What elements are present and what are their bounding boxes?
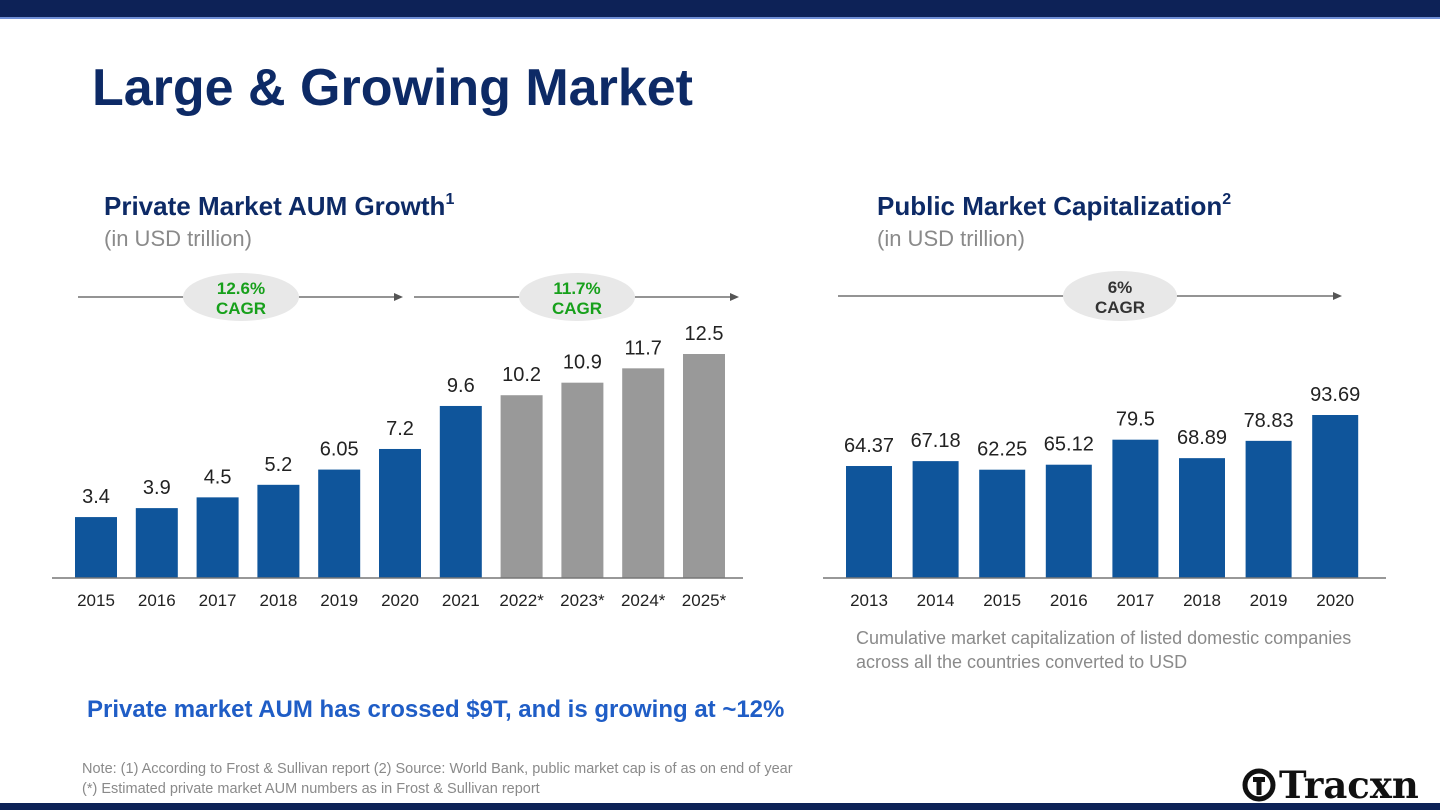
- tracxn-logo: Tracxn: [1242, 763, 1419, 807]
- private-aum-cagr-arrowhead: [394, 293, 403, 301]
- public-cap-category-label: 2014: [917, 591, 955, 610]
- caption-line-1: Cumulative market capitalization of list…: [856, 628, 1352, 648]
- public-cap-bar: [846, 466, 892, 578]
- public-cap-category-label: 2018: [1183, 591, 1221, 610]
- private-aum-value-label: 3.4: [82, 486, 110, 508]
- public-cap-value-label: 93.69: [1310, 384, 1360, 406]
- public-cap-category-label: 2015: [983, 591, 1021, 610]
- private-aum-cagr-label: CAGR: [216, 299, 266, 318]
- private-aum-value-label: 5.2: [264, 454, 292, 476]
- public-cap-value-label: 67.18: [911, 430, 961, 452]
- private-aum-bar: [257, 484, 300, 578]
- footnote-line-2: (*) Estimated private market AUM numbers…: [82, 781, 540, 797]
- public-cap-bar: [1312, 415, 1359, 578]
- private-aum-value-label: 7.2: [386, 418, 414, 440]
- public-cap-bar: [979, 469, 1026, 578]
- public-cap-value-label: 64.37: [844, 435, 894, 457]
- private-aum-value-label: 11.7: [624, 337, 661, 359]
- public-cap-bar: [912, 461, 959, 578]
- public-cap-value-label: 78.83: [1244, 410, 1294, 432]
- public-cap-value-label: 68.89: [1177, 427, 1227, 449]
- private-aum-value-label: 9.6: [447, 375, 475, 397]
- private-aum-category-label: 2016: [138, 591, 176, 610]
- private-aum-bar: [196, 497, 239, 578]
- public-cap-cagr-bubble: [1063, 271, 1177, 321]
- public-cap-value-label: 65.12: [1044, 434, 1094, 456]
- private-aum-category-label: 2024*: [621, 591, 666, 610]
- logo-wordmark: Tracxn: [1279, 763, 1419, 807]
- private-aum-value-label: 10.9: [563, 352, 602, 374]
- public-cap-cagr-arrowhead: [1333, 292, 1342, 300]
- private-aum-bar: [439, 405, 482, 578]
- private-aum-bar: [75, 517, 117, 578]
- private-aum-category-label: 2020: [381, 591, 419, 610]
- tracxn-logo-icon: [1242, 768, 1276, 802]
- private-aum-bar: [500, 395, 543, 578]
- private-aum-category-label: 2018: [259, 591, 297, 610]
- public-cap-title-text: Public Market Capitalization: [877, 191, 1223, 221]
- private-aum-bar: [135, 508, 178, 578]
- public-cap-chart-subtitle: (in USD trillion): [877, 226, 1025, 251]
- public-cap-bar: [1179, 458, 1225, 578]
- private-aum-value-label: 6.05: [320, 439, 359, 461]
- private-aum-chart-subtitle: (in USD trillion): [104, 226, 252, 251]
- private-aum-category-label: 2017: [199, 591, 237, 610]
- private-aum-value-label: 10.2: [502, 364, 541, 386]
- public-cap-cagr-rate: 6%: [1108, 278, 1133, 297]
- private-aum-cagr-rate: 11.7%: [553, 279, 600, 298]
- public-cap-caption: Cumulative market capitalization of list…: [856, 626, 1426, 674]
- public-cap-chart-title: Public Market Capitalization2: [877, 191, 1231, 221]
- public-cap-value-label: 79.5: [1116, 409, 1155, 431]
- private-aum-bar: [622, 368, 665, 578]
- private-aum-bar: [561, 382, 604, 578]
- private-aum-value-label: 12.5: [685, 323, 724, 345]
- private-aum-category-label: 2019: [320, 591, 358, 610]
- private-aum-category-label: 2025*: [682, 591, 727, 610]
- public-cap-category-label: 2017: [1116, 591, 1154, 610]
- private-aum-bar: [683, 354, 725, 578]
- public-cap-value-label: 62.25: [977, 439, 1027, 461]
- private-aum-category-label: 2015: [77, 591, 115, 610]
- private-aum-value-label: 3.9: [143, 477, 171, 499]
- public-cap-category-label: 2016: [1050, 591, 1088, 610]
- footnote-ref-1: 1: [445, 191, 455, 208]
- private-aum-value-label: 4.5: [204, 466, 232, 488]
- private-aum-cagr-bubble: [519, 273, 635, 321]
- public-cap-bar: [1112, 439, 1159, 578]
- top-banner-accent: [0, 17, 1440, 19]
- private-aum-bar: [318, 469, 361, 578]
- private-aum-cagr-rate: 12.6%: [217, 279, 265, 298]
- private-aum-bar: [379, 448, 421, 578]
- public-cap-category-label: 2013: [850, 591, 888, 610]
- footnote-ref-2: 2: [1222, 191, 1232, 208]
- public-cap-category-label: 2020: [1316, 591, 1354, 610]
- slide-title: Large & Growing Market: [92, 59, 693, 117]
- private-aum-category-label: 2023*: [560, 591, 605, 610]
- private-aum-cagr-label: CAGR: [552, 299, 602, 318]
- key-takeaway: Private market AUM has crossed $9T, and …: [87, 696, 785, 723]
- footnote-line-1: Note: (1) According to Frost & Sullivan …: [82, 761, 793, 777]
- private-aum-chart-title: Private Market AUM Growth1: [104, 191, 454, 221]
- private-aum-cagr-arrowhead: [730, 293, 739, 301]
- private-aum-category-label: 2021: [442, 591, 480, 610]
- private-aum-title-text: Private Market AUM Growth: [104, 191, 446, 221]
- private-aum-cagr-bubble: [183, 273, 299, 321]
- private-aum-category-label: 2022*: [499, 591, 544, 610]
- public-cap-cagr-label: CAGR: [1095, 298, 1145, 317]
- footnote: Note: (1) According to Frost & Sullivan …: [82, 759, 793, 799]
- top-banner: [0, 0, 1440, 17]
- caption-line-2: across all the countries converted to US…: [856, 652, 1188, 672]
- public-cap-bar: [1045, 464, 1092, 578]
- public-cap-category-label: 2019: [1250, 591, 1288, 610]
- public-cap-bar: [1245, 440, 1292, 578]
- bottom-banner: [0, 803, 1440, 810]
